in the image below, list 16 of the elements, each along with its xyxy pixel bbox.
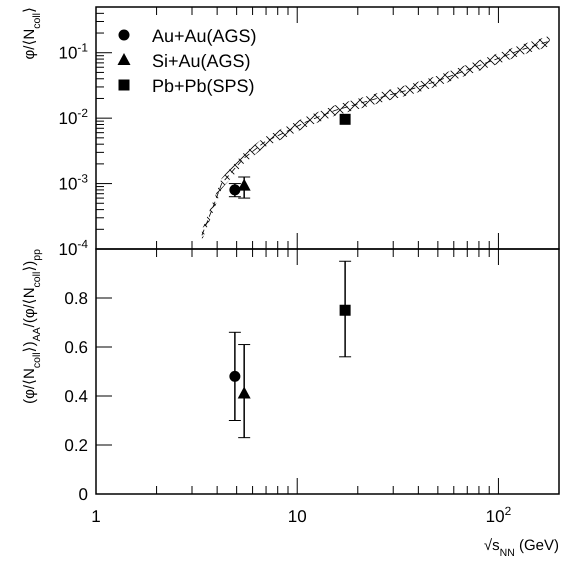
legend-label: Si+Au(AGS) xyxy=(152,51,251,71)
legend-label: Pb+Pb(SPS) xyxy=(152,76,255,96)
x-axis-title: √s$_{NN}$ (GeV) xyxy=(484,537,559,559)
y-tick-label: 0.4 xyxy=(64,387,88,406)
x-tick-label: 1 xyxy=(91,507,101,526)
y-tick-label: 0.6 xyxy=(64,338,88,357)
x-tick-label: 10 xyxy=(288,507,307,526)
y-tick-label: 10$^{-3}$ xyxy=(58,172,88,194)
y-tick-label: 0.2 xyxy=(64,436,88,455)
x-tick-label: 10$^{2}$ xyxy=(486,504,512,526)
y-tick-label: 0.8 xyxy=(64,289,88,308)
y-tick-label: 10$^{-4}$ xyxy=(58,237,88,259)
legend-label: Au+Au(AGS) xyxy=(152,26,257,46)
y-tick-label: 0 xyxy=(78,485,88,504)
y-tick-label: 10$^{-1}$ xyxy=(58,40,88,63)
y-tick-label: 10$^{-2}$ xyxy=(58,106,88,128)
